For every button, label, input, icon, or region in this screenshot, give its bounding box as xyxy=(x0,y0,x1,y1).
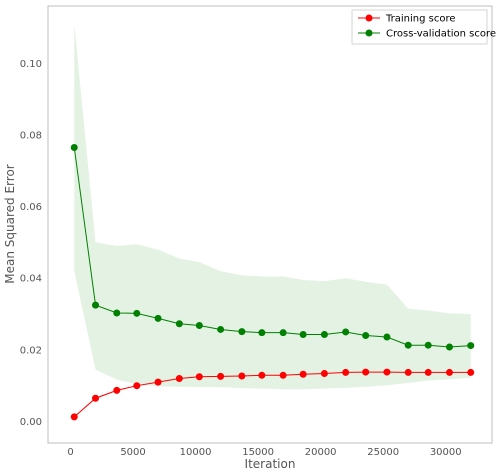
point-series-1 xyxy=(238,328,246,336)
x-tick-label: 15000 xyxy=(242,447,274,458)
point-series-0 xyxy=(238,372,246,380)
point-series-1 xyxy=(320,330,328,338)
point-series-0 xyxy=(133,382,141,390)
y-axis-ticks: 0.00 0.02 0.04 0.06 0.08 0.10 xyxy=(20,59,42,428)
point-series-1 xyxy=(133,309,141,317)
confidence-bands xyxy=(74,23,471,418)
y-tick-label: 0.02 xyxy=(20,345,42,356)
point-series-1 xyxy=(404,341,412,349)
point-series-1 xyxy=(258,329,266,337)
legend-label-training: Training score xyxy=(385,14,456,25)
legend: Training score Cross-validation score xyxy=(351,9,496,45)
point-series-1 xyxy=(195,322,203,330)
point-series-0 xyxy=(342,368,350,376)
y-tick-label: 0.08 xyxy=(20,130,42,141)
point-series-0 xyxy=(175,375,183,383)
y-tick-label: 0.00 xyxy=(20,417,42,428)
point-series-1 xyxy=(92,301,100,309)
point-series-0 xyxy=(383,368,391,376)
point-series-1 xyxy=(299,330,307,338)
x-axis-ticks: 0 5000 10000 15000 20000 25000 30000 xyxy=(67,447,461,458)
point-series-0 xyxy=(404,368,412,376)
point-series-1 xyxy=(217,325,225,333)
point-series-1 xyxy=(467,342,475,350)
point-series-0 xyxy=(279,371,287,379)
point-series-0 xyxy=(92,394,100,402)
y-tick-label: 0.06 xyxy=(20,202,42,213)
point-series-0 xyxy=(217,372,225,380)
series-points xyxy=(70,143,475,421)
point-series-1 xyxy=(383,333,391,341)
y-tick-label: 0.04 xyxy=(20,274,42,285)
point-series-1 xyxy=(175,320,183,328)
x-tick-label: 20000 xyxy=(305,447,337,458)
point-series-0 xyxy=(70,413,78,421)
point-series-0 xyxy=(154,378,162,386)
point-series-0 xyxy=(299,370,307,378)
x-tick-label: 0 xyxy=(67,447,73,458)
point-series-0 xyxy=(195,373,203,381)
point-series-1 xyxy=(154,314,162,322)
point-series-0 xyxy=(113,386,121,394)
line-series-0 xyxy=(73,371,471,418)
point-series-0 xyxy=(362,368,370,376)
x-tick-label: 30000 xyxy=(430,447,462,458)
y-tick-label: 0.10 xyxy=(20,59,42,70)
point-series-1 xyxy=(362,332,370,340)
point-series-0 xyxy=(445,368,453,376)
point-series-0 xyxy=(467,368,475,376)
point-series-1 xyxy=(113,309,121,317)
point-series-1 xyxy=(342,328,350,336)
x-tick-label: 10000 xyxy=(180,447,212,458)
point-series-1 xyxy=(70,143,78,151)
point-series-1 xyxy=(424,341,432,349)
y-axis-label: Mean Squared Error xyxy=(3,164,17,284)
point-series-0 xyxy=(424,368,432,376)
series-lines xyxy=(73,147,471,418)
point-series-0 xyxy=(320,370,328,378)
legend-marker-cv xyxy=(365,29,373,37)
x-tick-label: 25000 xyxy=(367,447,399,458)
legend-label-cv: Cross-validation score xyxy=(386,29,496,40)
band-series-1 xyxy=(74,23,471,390)
line-series-1 xyxy=(73,147,471,348)
point-series-0 xyxy=(258,371,266,379)
x-tick-label: 5000 xyxy=(120,447,145,458)
legend-box xyxy=(351,9,488,45)
x-axis-label: Iteration xyxy=(245,457,296,471)
point-series-1 xyxy=(445,343,453,351)
legend-marker-training xyxy=(365,14,373,22)
point-series-1 xyxy=(279,329,287,337)
